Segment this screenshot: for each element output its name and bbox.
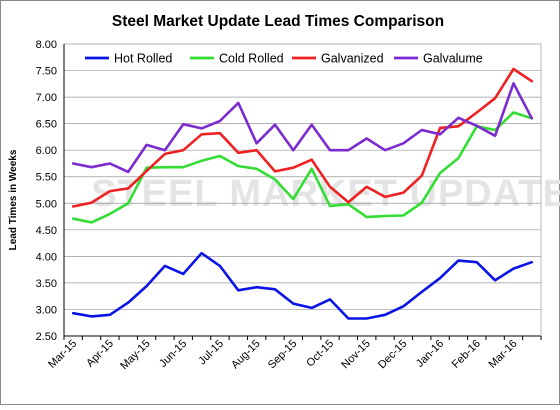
y-tick-label: 6.00 xyxy=(36,145,57,157)
legend-label-galvalume: Galvalume xyxy=(423,52,483,66)
y-tick-label: 2.50 xyxy=(36,331,57,343)
y-tick-label: 3.00 xyxy=(36,304,57,316)
y-tick-label: 5.00 xyxy=(36,198,57,210)
y-tick-label: 3.50 xyxy=(36,278,57,290)
y-tick-label: 6.50 xyxy=(36,119,57,131)
y-tick-label: 7.50 xyxy=(36,66,57,78)
y-tick-label: 7.00 xyxy=(36,92,57,104)
y-tick-labels: 2.50 3.00 3.50 4.00 4.50 5.00 5.50 6.00 6.50 7.00… xyxy=(36,39,57,343)
series-line-hot-rolled xyxy=(71,251,534,320)
series-line-galvanized xyxy=(71,67,534,208)
y-tick-label: 4.50 xyxy=(36,225,57,237)
legend: Hot Rolled Cold Rolled Galvanized Galvalume xyxy=(85,52,483,66)
y-tick-label: 4.00 xyxy=(36,251,57,263)
y-tick-label: 5.50 xyxy=(36,172,57,184)
series-line-galvalume xyxy=(71,82,534,174)
axes xyxy=(63,44,542,340)
chart-title: Steel Market Update Lead Times Compariso… xyxy=(112,13,444,30)
legend-label-galvanized: Galvanized xyxy=(321,52,384,66)
legend-label-hot-rolled: Hot Rolled xyxy=(114,52,172,66)
legend-label-cold-rolled: Cold Rolled xyxy=(219,52,284,66)
series-lines xyxy=(71,67,534,320)
y-axis-label: Lead Times in Weeks xyxy=(8,149,19,250)
y-tick-label: 8.00 xyxy=(36,39,57,51)
